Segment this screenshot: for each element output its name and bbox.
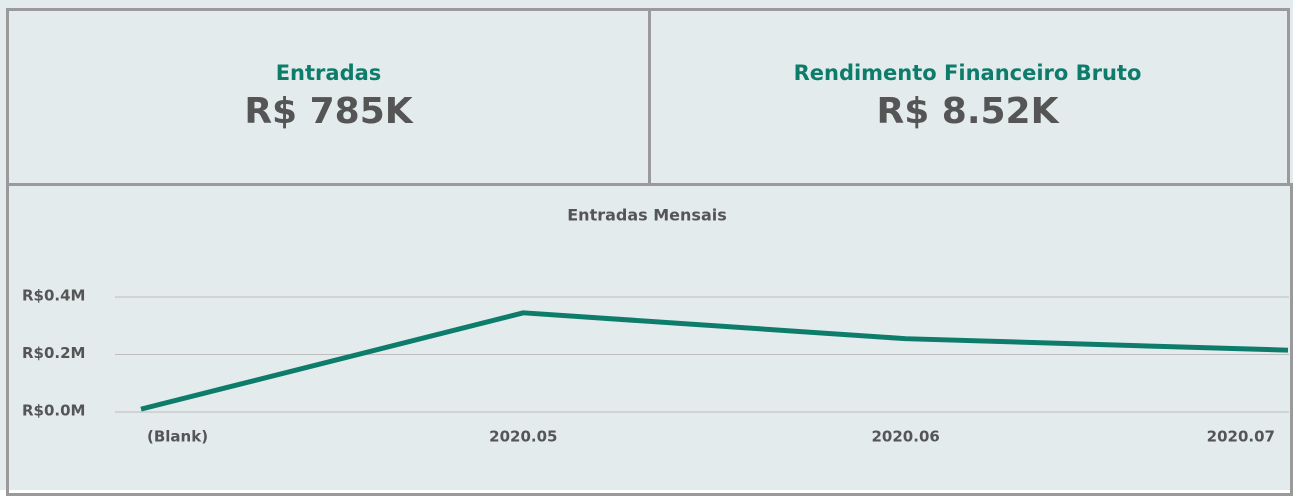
kpi-card: Rendimento Financeiro Bruto R$ 8.52K [648,8,1290,186]
y-tick-label: R$0.0M [22,402,86,420]
kpi-value: R$ 785K [244,91,413,132]
kpi-card: Entradas R$ 785K [6,8,651,186]
kpi-value: R$ 8.52K [876,91,1059,132]
x-tick-label: 2020.06 [872,428,940,446]
x-tick-label: 2020.07 [1207,428,1275,446]
y-tick-label: R$0.4M [22,287,86,305]
chart-title: Entradas Mensais [567,206,727,225]
kpi-title: Entradas [275,61,382,85]
x-tick-label: (Blank) [147,428,208,446]
line [140,310,1289,412]
x-tick-label: 2020.05 [489,428,557,446]
kpi-title: Rendimento Financeiro Bruto [793,61,1142,85]
y-tick-label: R$0.2M [22,344,86,362]
